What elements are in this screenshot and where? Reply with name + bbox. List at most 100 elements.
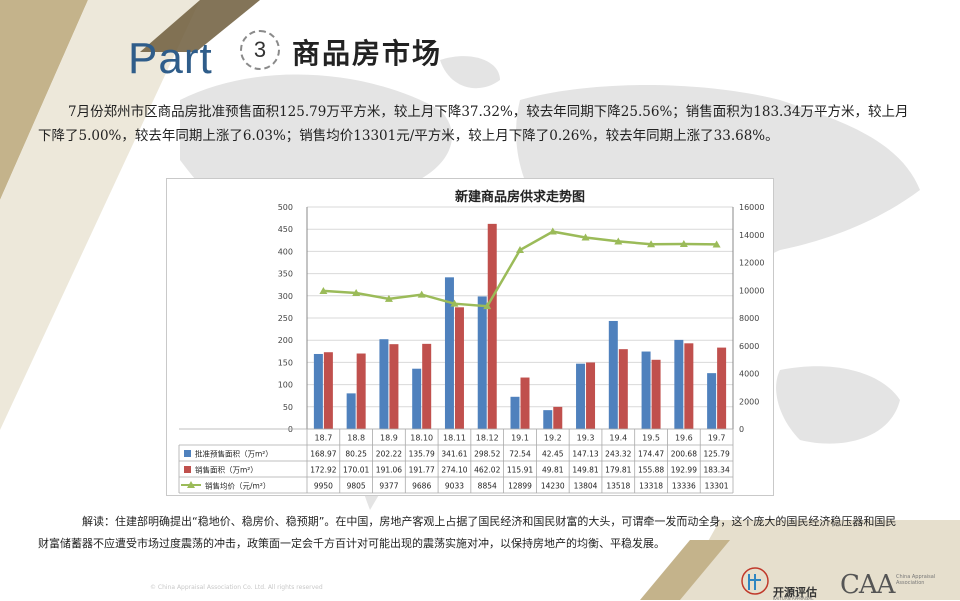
part-number: 3	[253, 37, 267, 62]
legend-series-name: 销售均价（元/m²）	[205, 481, 270, 491]
data-label: 12899	[508, 482, 532, 491]
data-label: 462.02	[474, 466, 500, 475]
x-tick-label: 18.7	[314, 434, 332, 443]
data-label: 149.81	[572, 466, 598, 475]
x-tick-label: 18.9	[380, 434, 398, 443]
data-label: 147.13	[572, 450, 598, 459]
line-point-average-price	[483, 302, 492, 310]
data-label: 72.54	[509, 450, 531, 459]
bar-approved-area	[379, 339, 389, 429]
line-point-average-price	[647, 240, 656, 248]
data-label: 13318	[639, 482, 663, 491]
data-label: 13336	[672, 482, 696, 491]
part-label: Part	[128, 34, 213, 83]
bar-sales-area	[356, 353, 366, 429]
y-left-tick-label: 500	[278, 203, 293, 212]
data-label: 42.45	[542, 450, 564, 459]
line-point-average-price	[581, 233, 590, 241]
legend-swatch-marker	[187, 481, 195, 488]
line-point-average-price	[417, 290, 426, 298]
legend-swatch	[184, 466, 191, 473]
analysis-note: 解读：住建部明确提出“稳地价、稳房价、稳预期”。在中国，房地产客观上占据了国民经…	[38, 515, 897, 550]
bar-sales-area	[684, 343, 694, 429]
legend-series-name: 销售面积（万m²）	[195, 465, 258, 475]
gold-bottom-stripe	[640, 540, 730, 600]
data-label: 49.81	[542, 466, 564, 475]
y-left-tick-label: 0	[288, 425, 293, 434]
x-tick-label: 18.11	[443, 434, 466, 443]
y-left-tick-label: 50	[283, 403, 293, 412]
y-right-tick-label: 10000	[739, 286, 764, 295]
data-label: 9686	[412, 482, 431, 491]
bar-sales-area	[323, 352, 333, 429]
x-tick-label: 19.4	[609, 434, 627, 443]
line-point-average-price	[384, 294, 393, 302]
data-label: 9033	[445, 482, 464, 491]
line-point-average-price	[450, 299, 459, 307]
data-label: 125.79	[703, 450, 729, 459]
y-right-tick-label: 2000	[739, 397, 759, 406]
y-left-tick-label: 200	[278, 336, 293, 345]
y-left-tick-label: 150	[278, 358, 293, 367]
chart-svg: 新建商品房供求走势图 0 50 100 150 200 250 300 350 400 450 500…	[178, 189, 764, 494]
caa-logo: CAA	[840, 570, 895, 600]
bar-approved-area	[576, 363, 586, 429]
y-left-tick-label: 400	[278, 247, 293, 256]
bar-sales-area	[487, 223, 497, 429]
data-label: 9377	[379, 482, 398, 491]
data-label: 243.32	[605, 450, 631, 459]
y-right-tick-label: 12000	[739, 259, 764, 268]
bar-sales-area	[618, 349, 628, 429]
chart-title: 新建商品房供求走势图	[455, 189, 585, 205]
kaiyuan-logo-text: 开源评估	[773, 586, 817, 599]
data-label: 8854	[478, 482, 497, 491]
bar-approved-area	[641, 351, 651, 429]
bar-approved-area	[444, 277, 454, 429]
line-average-price	[323, 230, 717, 308]
y-right-tick-label: 8000	[739, 314, 759, 323]
bar-approved-area	[674, 339, 684, 429]
x-tick-label: 19.6	[675, 434, 693, 443]
y-left-tick-label: 350	[278, 270, 293, 279]
bar-approved-area	[707, 373, 717, 429]
x-tick-label: 19.7	[708, 434, 726, 443]
kaiyuan-logo-icon	[741, 567, 769, 595]
data-label: 9950	[314, 482, 333, 491]
data-label: 183.34	[703, 466, 729, 475]
data-label: 168.97	[310, 450, 336, 459]
caa-logo-subtext: China Appraisal Association	[896, 574, 936, 586]
y-right-tick-label: 4000	[739, 370, 759, 379]
x-tick-label: 18.10	[410, 434, 433, 443]
data-label: 115.91	[507, 466, 533, 475]
bar-sales-area	[454, 307, 464, 429]
x-tick-label: 19.1	[511, 434, 529, 443]
data-label: 274.10	[441, 466, 467, 475]
bar-sales-area	[586, 362, 596, 429]
bar-approved-area	[313, 353, 323, 429]
line-point-average-price	[319, 286, 328, 294]
data-label: 13518	[606, 482, 630, 491]
data-label: 13804	[574, 482, 598, 491]
bar-approved-area	[510, 396, 520, 429]
intro-paragraph: 7月份郑州市区商品房批准预售面积125.79万平方米，较上月下降37.32%，较…	[38, 104, 909, 144]
gold-bottom-right	[675, 520, 960, 600]
section-title: 商品房市场	[292, 37, 443, 70]
data-label: 202.22	[376, 450, 402, 459]
legend-swatch	[184, 450, 191, 457]
line-point-average-price	[352, 288, 361, 296]
light-left-band	[0, 0, 200, 430]
y-right-tick-label: 0	[739, 425, 744, 434]
data-label: 155.88	[638, 466, 664, 475]
data-label: 191.06	[376, 466, 402, 475]
line-point-average-price	[548, 227, 557, 235]
bar-sales-area	[422, 343, 432, 429]
y-right-tick-label: 6000	[739, 342, 759, 351]
bar-sales-area	[651, 359, 661, 429]
line-point-average-price	[712, 240, 721, 248]
data-label: 174.47	[638, 450, 664, 459]
y-left-tick-label: 100	[278, 381, 293, 390]
y-left-tick-label: 250	[278, 314, 293, 323]
bar-approved-area	[477, 296, 487, 429]
x-tick-label: 19.2	[544, 434, 562, 443]
part-number-badge: 3	[240, 30, 280, 70]
